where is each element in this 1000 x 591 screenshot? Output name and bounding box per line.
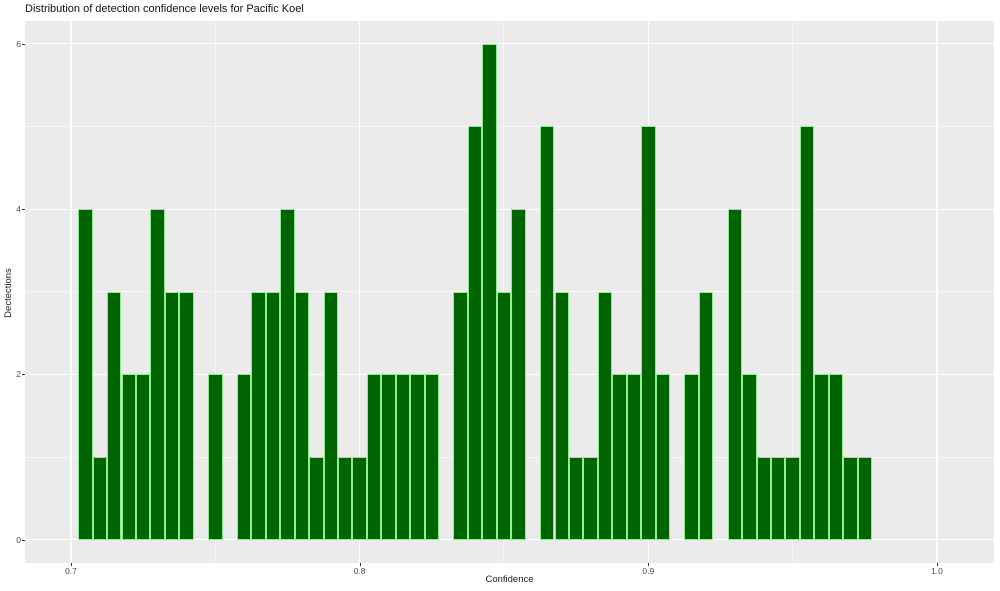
y-axis-title: Dectections xyxy=(3,268,14,318)
histogram-bar xyxy=(511,209,526,540)
plot-panel xyxy=(25,21,994,563)
histogram-bar xyxy=(684,374,699,540)
histogram-bar xyxy=(410,374,425,540)
y-tick-mark xyxy=(22,539,25,541)
histogram-bar xyxy=(540,126,555,540)
gridline-major-h xyxy=(25,43,994,44)
histogram-bar xyxy=(164,291,180,540)
x-tick-label: 0.7 xyxy=(65,566,77,576)
histogram-bar xyxy=(583,457,598,540)
y-tick-mark xyxy=(22,43,25,45)
histogram-bar xyxy=(309,457,324,540)
y-tick-label: 6 xyxy=(16,38,21,49)
gridline-major-v xyxy=(70,21,72,563)
histogram-bar xyxy=(554,291,569,540)
x-tick-label: 0.9 xyxy=(642,566,655,576)
histogram-bar xyxy=(742,374,757,540)
histogram-bar xyxy=(814,374,829,540)
histogram-bar xyxy=(857,457,873,540)
x-tick-mark xyxy=(648,563,650,566)
gridline-major-h xyxy=(25,208,994,210)
histogram-bar xyxy=(208,374,223,540)
histogram-bar xyxy=(395,374,411,540)
histogram-bar xyxy=(843,457,858,540)
x-tick-mark xyxy=(359,563,361,566)
histogram-bar xyxy=(482,43,497,540)
histogram-bar xyxy=(626,374,642,540)
histogram-bar xyxy=(121,374,136,540)
gridline-minor-v xyxy=(792,21,794,563)
gridline-major-v xyxy=(936,21,938,563)
histogram-bar xyxy=(496,291,512,540)
x-tick-mark xyxy=(70,563,72,566)
histogram-bar xyxy=(179,291,194,540)
histogram-bar xyxy=(467,126,483,540)
histogram-bar xyxy=(323,291,338,540)
histogram-bar xyxy=(280,209,295,540)
y-tick-label: 4 xyxy=(16,204,21,214)
histogram-bar xyxy=(756,457,771,540)
histogram-bar xyxy=(92,457,108,540)
x-axis-title: Confidence xyxy=(485,574,534,585)
histogram-bar xyxy=(366,374,382,540)
y-tick-label: 2 xyxy=(16,369,21,380)
y-tick-mark xyxy=(22,374,25,376)
histogram-bar xyxy=(698,291,714,540)
histogram-bar xyxy=(78,209,93,540)
histogram-bar xyxy=(828,374,844,540)
histogram-bar xyxy=(150,209,165,540)
histogram-bar xyxy=(453,291,468,540)
y-tick-mark xyxy=(22,209,25,210)
histogram-bar xyxy=(381,374,396,540)
histogram-bar xyxy=(135,374,151,540)
histogram-bar xyxy=(641,126,656,540)
histogram-bar xyxy=(265,291,281,540)
gridline-minor-v xyxy=(214,21,216,563)
x-tick-label: 1.0 xyxy=(931,566,943,576)
histogram-bar xyxy=(338,457,353,540)
histogram-bar xyxy=(107,291,122,540)
gridline-major-h xyxy=(25,539,994,541)
x-tick-label: 0.8 xyxy=(353,566,366,576)
gridline-minor-h xyxy=(25,125,994,127)
gridline-major-v xyxy=(358,21,361,563)
histogram-bar xyxy=(568,457,584,540)
histogram-bar xyxy=(799,126,815,540)
histogram-bar xyxy=(597,291,613,540)
histogram-bar xyxy=(655,374,670,540)
histogram-bar xyxy=(424,374,440,540)
histogram-bar xyxy=(294,291,310,540)
histogram-bar xyxy=(785,457,800,540)
histogram-bar xyxy=(771,457,786,540)
histogram-bar xyxy=(352,457,367,540)
y-tick-label: 0 xyxy=(16,534,21,545)
chart-title: Distribution of detection confidence lev… xyxy=(25,3,304,15)
histogram-bar xyxy=(727,209,743,540)
histogram-bar xyxy=(612,374,627,540)
x-tick-mark xyxy=(936,563,938,566)
histogram-bar xyxy=(251,291,266,540)
histogram-bar xyxy=(236,374,252,540)
